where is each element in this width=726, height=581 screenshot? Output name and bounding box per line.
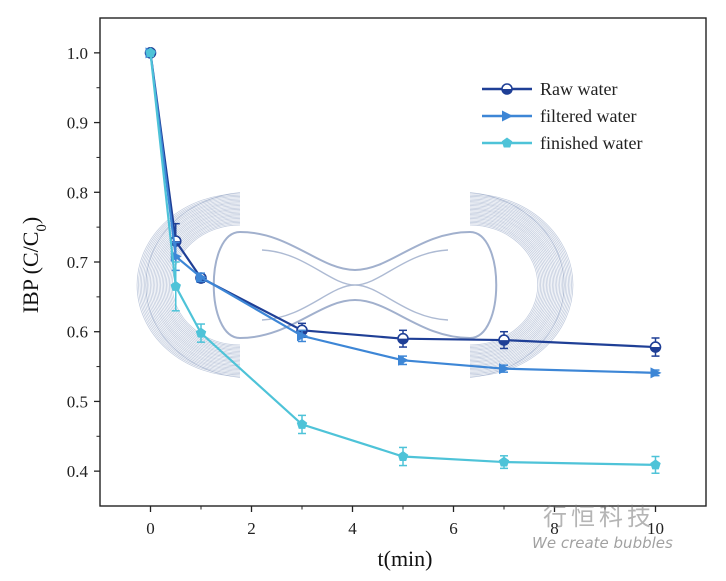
legend: Raw water filtered water finished water: [482, 79, 642, 153]
y-tick-label: 0.6: [67, 323, 88, 342]
bubble-arc-right: [469, 206, 559, 364]
data-point-fill: [398, 338, 408, 344]
bubble-inner-lines: [261, 249, 449, 321]
bubble-arc-left: [145, 192, 241, 378]
bubble-arc-left: [161, 215, 241, 355]
series-finished-water: [145, 47, 661, 474]
bubble-arc-left: [164, 218, 241, 352]
bubble-arc-left: [147, 202, 241, 368]
bubble-arc-left: [167, 220, 241, 350]
data-point: [498, 456, 510, 467]
bubble-arc-left: [154, 209, 241, 361]
data-point: [145, 47, 156, 58]
bubble-arc-right: [469, 197, 569, 373]
bubble-arc-right: [469, 207, 558, 363]
data-point: [195, 327, 207, 338]
bubble-arc-right: [469, 211, 553, 359]
bubble-arc-left: [141, 197, 241, 373]
y-axis-title-subscript: 0: [34, 224, 50, 232]
watermark-chinese-text: 行恒科技: [543, 503, 655, 531]
y-tick-label: 0.9: [67, 114, 88, 133]
data-point-fill: [499, 340, 509, 346]
data-point: [398, 354, 409, 366]
bubble-arc-left: [158, 212, 241, 358]
data-point: [196, 271, 207, 283]
data-point-fill: [650, 347, 661, 353]
bubble-arc-right: [469, 203, 562, 367]
data-point: [650, 459, 661, 470]
data-point: [297, 330, 308, 342]
y-tick-label: 1.0: [67, 44, 88, 63]
x-tick-label: 10: [647, 519, 664, 538]
legend-label: filtered water: [540, 106, 636, 126]
data-point: [296, 418, 308, 429]
legend-label: finished water: [540, 133, 642, 153]
x-tick-label: 2: [247, 519, 256, 538]
bubble-arc-left: [160, 214, 241, 356]
y-tick-label: 0.4: [67, 462, 89, 481]
y-tick-label: 0.7: [67, 253, 89, 272]
bubble-arc-right: [469, 193, 574, 377]
data-point: [170, 280, 181, 291]
bubble-arc-right: [469, 192, 565, 378]
x-tick-label: 6: [449, 519, 458, 538]
bubble-arc-right: [469, 194, 572, 376]
watermark-english-text: We create bubbles: [532, 534, 673, 552]
data-point: [650, 367, 662, 379]
bubble-arc-left: [144, 199, 241, 371]
bubble-arc-right: [469, 199, 566, 371]
bubble-arc-left: [152, 207, 241, 363]
bubble-arc-left: [171, 224, 241, 346]
bubble-arc-left: [148, 203, 241, 367]
legend-marker: [502, 110, 513, 122]
axis-ticks: 0 2 4 6 8 10 0.4 0.5 0.6 0.7 0.8 0.9 1.0: [67, 44, 664, 538]
bubble-arc-left: [142, 198, 241, 372]
bubble-outline: [212, 230, 498, 340]
bubble-arc-left: [151, 206, 241, 364]
bubble-arc-right: [469, 210, 555, 360]
bubble-arc-right: [469, 224, 539, 346]
x-axis-title: t(min): [378, 546, 433, 571]
bubble-arc-left: [138, 194, 241, 376]
bubble-arc-left: [149, 205, 241, 365]
legend-marker: [501, 137, 513, 148]
legend-label: Raw water: [540, 79, 617, 99]
legend-marker-fill: [502, 89, 512, 94]
bubble-arc-right: [469, 215, 549, 355]
y-axis-title: IBP (C/C0): [18, 217, 50, 314]
y-tick-label: 0.8: [67, 183, 88, 202]
bubble-arc-right: [469, 205, 561, 365]
x-tick-label: 8: [550, 519, 559, 538]
bubble-arc-left: [155, 210, 241, 360]
bubble-arc-left: [157, 211, 241, 359]
series-layer: [144, 47, 662, 474]
bubble-arc-left: [163, 216, 241, 354]
bubble-arc-left: [166, 219, 241, 351]
x-tick-label: 0: [146, 519, 155, 538]
y-tick-label: 0.5: [67, 392, 88, 411]
data-point: [397, 451, 409, 461]
bubble-arc-left: [136, 193, 241, 377]
bubble-arc-right: [469, 198, 568, 372]
bubble-arc-right: [469, 202, 563, 368]
x-tick-label: 4: [348, 519, 357, 538]
bubble-arc-right: [469, 209, 556, 361]
data-point: [499, 363, 510, 375]
